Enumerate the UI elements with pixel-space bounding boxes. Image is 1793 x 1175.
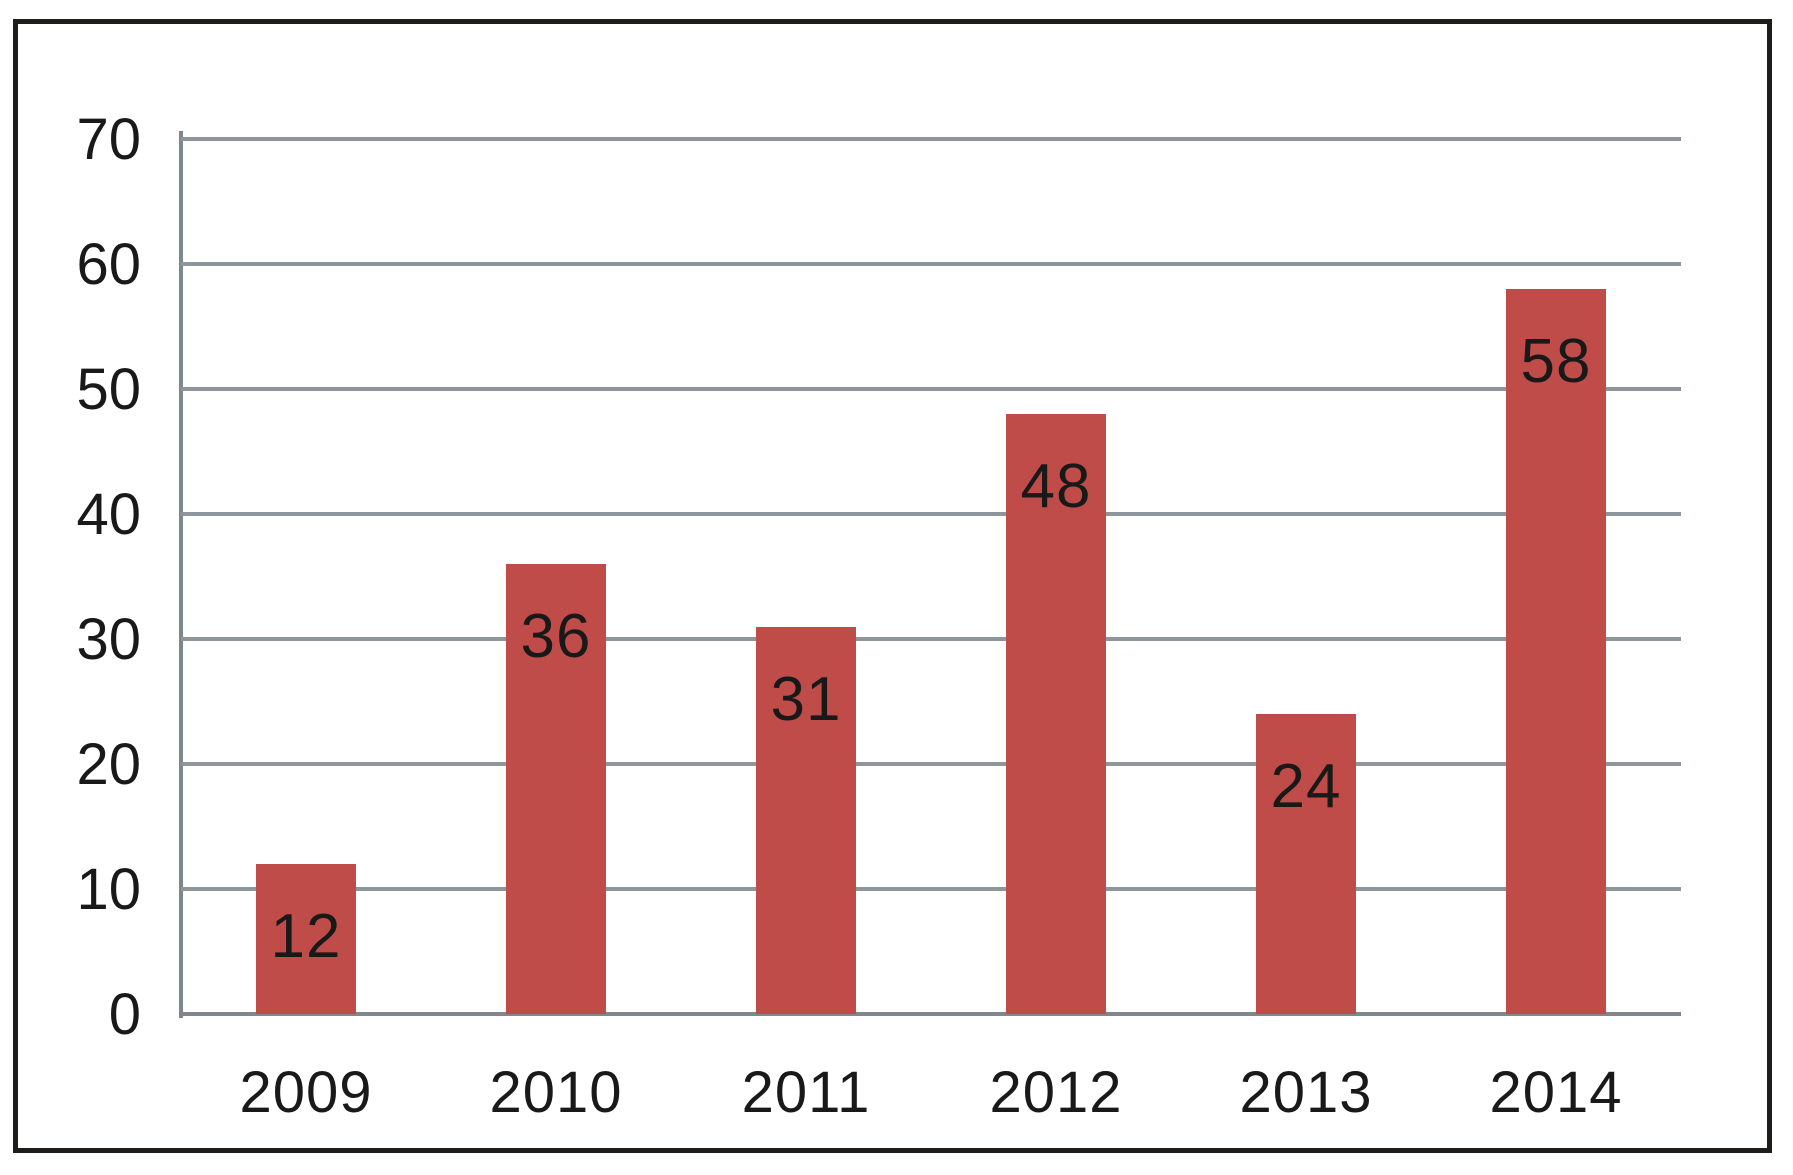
gridline-y-70 — [181, 137, 1681, 141]
bar-value-label-2012: 48 — [1020, 452, 1092, 521]
x-tick-label-2013: 2013 — [1239, 1060, 1373, 1125]
gridline-y-40 — [181, 512, 1681, 516]
bar-2011: 31 — [756, 626, 856, 1014]
gridline-y-10 — [181, 887, 1681, 891]
x-tick-label-2010: 2010 — [489, 1060, 623, 1125]
bar-value-label-2010: 36 — [520, 602, 592, 671]
bar-2009: 12 — [256, 864, 356, 1014]
x-tick-label-2011: 2011 — [741, 1060, 871, 1125]
bar-value-label-2014: 58 — [1520, 327, 1592, 396]
bar-value-label-2009: 12 — [270, 902, 342, 971]
bar-2014: 58 — [1506, 289, 1606, 1014]
y-tick-label-60: 60 — [76, 232, 141, 297]
y-axis-line — [179, 131, 183, 1018]
bar-2013: 24 — [1256, 714, 1356, 1014]
y-tick-label-30: 30 — [76, 607, 141, 672]
bar-value-label-2013: 24 — [1270, 752, 1342, 821]
y-tick-label-50: 50 — [76, 357, 141, 422]
x-tick-label-2014: 2014 — [1489, 1060, 1623, 1125]
bar-2010: 36 — [506, 564, 606, 1014]
x-tick-label-2012: 2012 — [989, 1060, 1123, 1125]
x-axis-baseline — [181, 1012, 1681, 1016]
y-tick-label-40: 40 — [76, 482, 141, 547]
y-tick-label-20: 20 — [76, 732, 141, 797]
chart-frame: 12 36 31 48 24 58 0 10 20 30 40 50 60 70 2009 2010 201… — [13, 19, 1772, 1153]
y-tick-label-70: 70 — [76, 107, 141, 172]
gridline-y-30 — [181, 637, 1681, 641]
plot-area: 12 36 31 48 24 58 — [179, 131, 1681, 1018]
gridline-y-20 — [181, 762, 1681, 766]
y-tick-label-10: 10 — [76, 857, 141, 922]
x-tick-label-2009: 2009 — [239, 1060, 373, 1125]
y-tick-label-0: 0 — [108, 982, 141, 1047]
bar-2012: 48 — [1006, 414, 1106, 1014]
gridline-y-60 — [181, 262, 1681, 266]
gridline-y-50 — [181, 387, 1681, 391]
bar-value-label-2011: 31 — [770, 664, 842, 734]
